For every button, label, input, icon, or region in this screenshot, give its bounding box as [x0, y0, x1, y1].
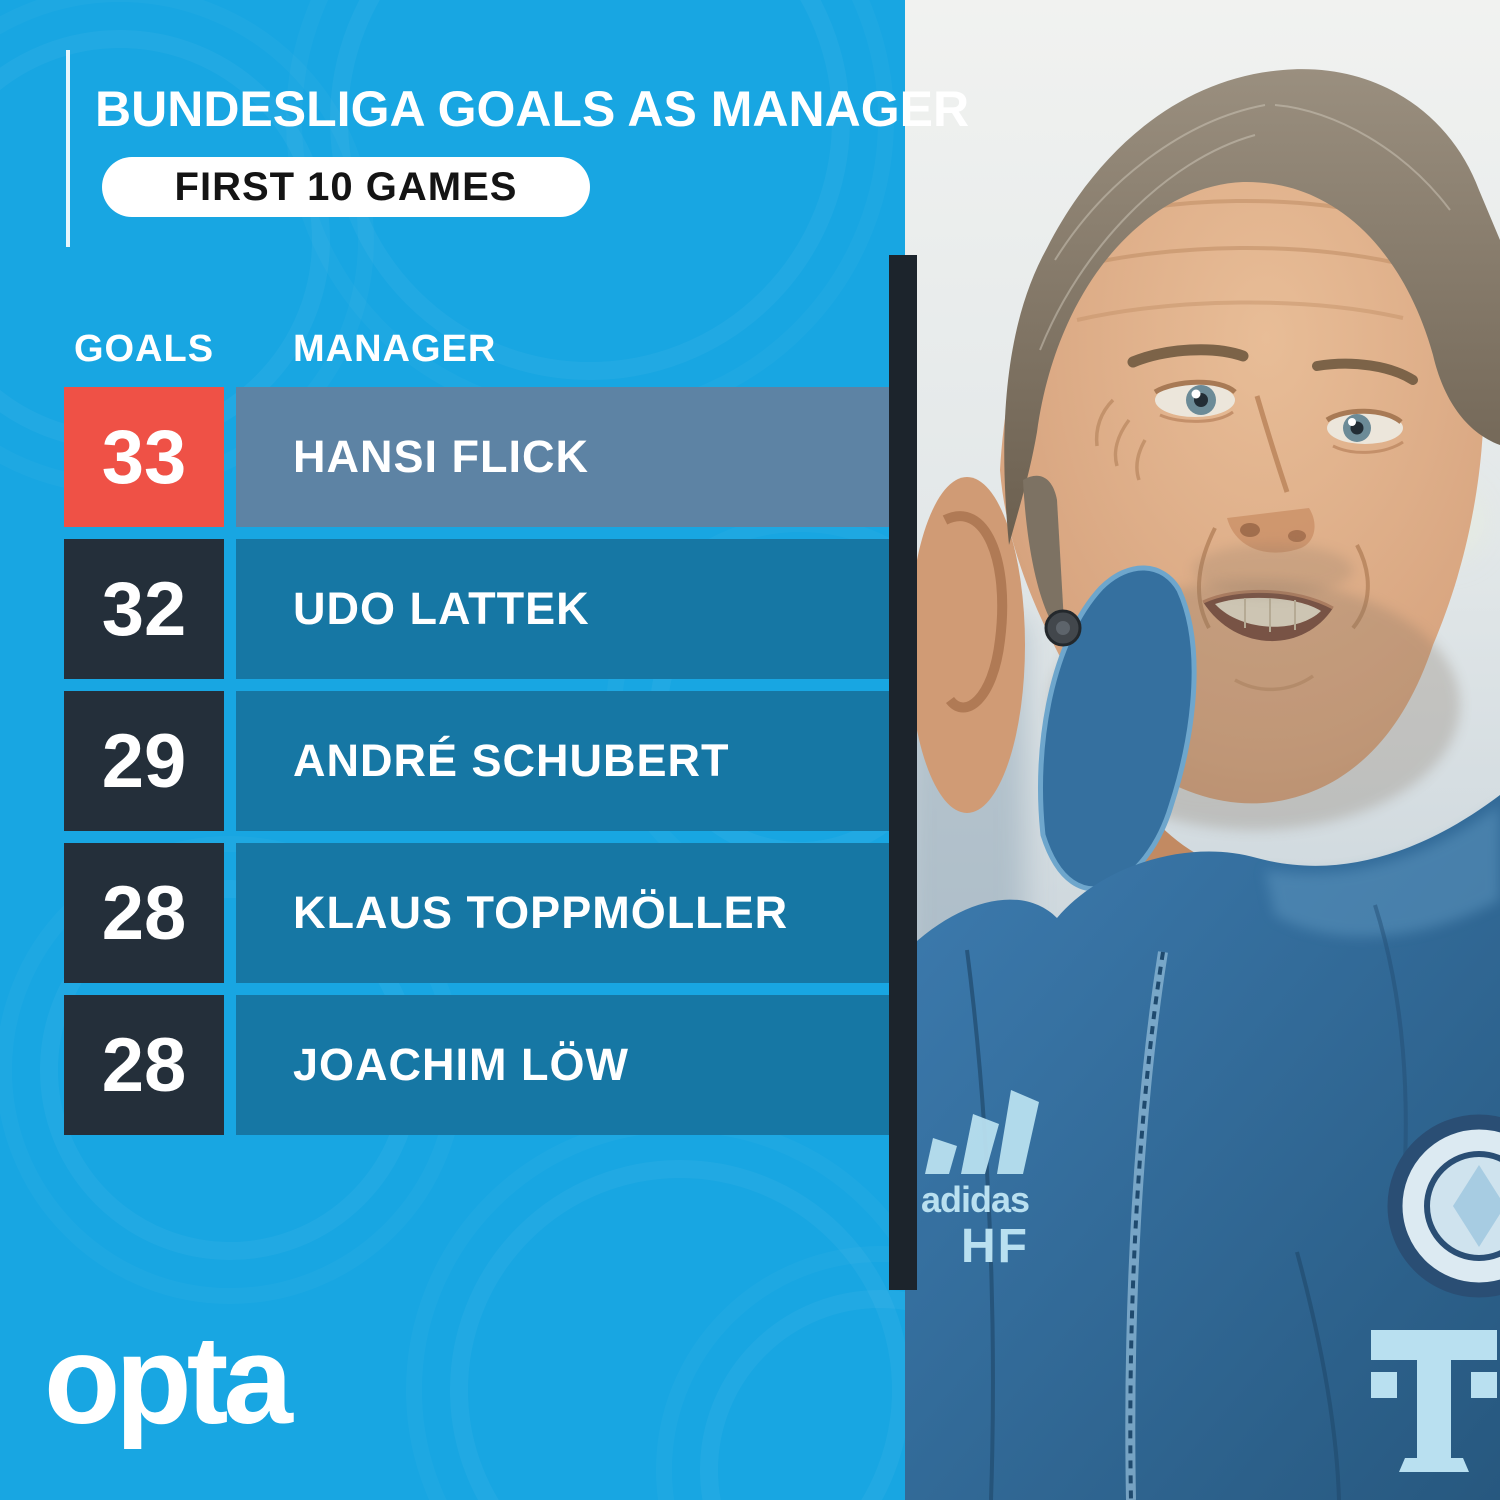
manager-initials: HF	[961, 1220, 1029, 1273]
zipper	[1128, 951, 1165, 1500]
manager-column-header: MANAGER	[293, 328, 497, 370]
jacket: adidas HF	[905, 565, 1500, 1500]
goals-column-header: GOALS	[73, 328, 215, 370]
shoulder-highlight	[1265, 805, 1500, 937]
crow-feet-wrinkles	[1094, 398, 1147, 481]
manager-name-bar: HANSI FLICK	[236, 387, 889, 527]
manager-name-bar: ANDRÉ SCHUBERT	[236, 691, 889, 831]
goals-value: 33	[64, 387, 224, 527]
snap-button-center	[1056, 621, 1070, 635]
column-headers: GOALS MANAGER	[64, 328, 889, 371]
right-eyebrow	[1312, 358, 1418, 385]
telekom-logo	[1371, 1330, 1497, 1472]
jacket-body	[905, 795, 1500, 1500]
manager-name-bar: JOACHIM LÖW	[236, 995, 889, 1135]
opta-logo: opta	[44, 1311, 293, 1450]
nose	[1227, 395, 1315, 553]
goals-value: 29	[64, 691, 224, 831]
goals-value: 28	[64, 843, 224, 983]
left-eye	[1153, 379, 1237, 423]
table-row: 33 HANSI FLICK	[64, 387, 889, 527]
goals-value: 32	[64, 539, 224, 679]
table-row: 32 UDO LATTEK	[64, 539, 889, 679]
ear-detail	[942, 511, 1008, 713]
table-row: 29 ANDRÉ SCHUBERT	[64, 691, 889, 831]
hair	[1004, 69, 1500, 546]
adidas-logo	[925, 1090, 1039, 1174]
table-row: 28 JOACHIM LÖW	[64, 995, 889, 1135]
portrait-illustration: adidas HF	[905, 0, 1500, 1500]
table-shadow-strip	[889, 255, 917, 1290]
left-eyebrow	[1127, 344, 1249, 368]
stubble-upper-lip	[1193, 544, 1353, 596]
goals-value: 28	[64, 995, 224, 1135]
sideburn	[1023, 475, 1065, 640]
table-row: 28 KLAUS TOPPMÖLLER	[64, 843, 889, 983]
club-crest	[1387, 1114, 1500, 1298]
manager-name-bar: KLAUS TOPPMÖLLER	[236, 843, 889, 983]
gray-hair-strands	[1039, 104, 1451, 351]
manager-photo: adidas HF	[905, 0, 1500, 1500]
title-accent-line	[66, 50, 70, 247]
manager-name-bar: UDO LATTEK	[236, 539, 889, 679]
adidas-wordmark: adidas	[921, 1179, 1029, 1220]
right-eye	[1325, 408, 1404, 454]
ranking-table: 33 HANSI FLICK 32 UDO LATTEK 29 ANDRÉ SC…	[64, 387, 889, 1147]
page-title: BUNDESLIGA GOALS AS MANAGER	[95, 81, 970, 137]
subtitle-badge: FIRST 10 GAMES	[102, 157, 590, 217]
